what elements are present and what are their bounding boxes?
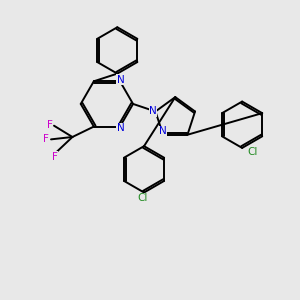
Text: N: N <box>117 75 125 85</box>
Text: N: N <box>117 123 125 133</box>
Text: Cl: Cl <box>137 194 148 203</box>
Text: N: N <box>159 126 166 136</box>
Text: Cl: Cl <box>248 147 258 158</box>
Text: N: N <box>149 106 157 116</box>
Text: F: F <box>52 152 58 162</box>
Text: F: F <box>47 119 53 130</box>
Text: F: F <box>43 134 49 144</box>
